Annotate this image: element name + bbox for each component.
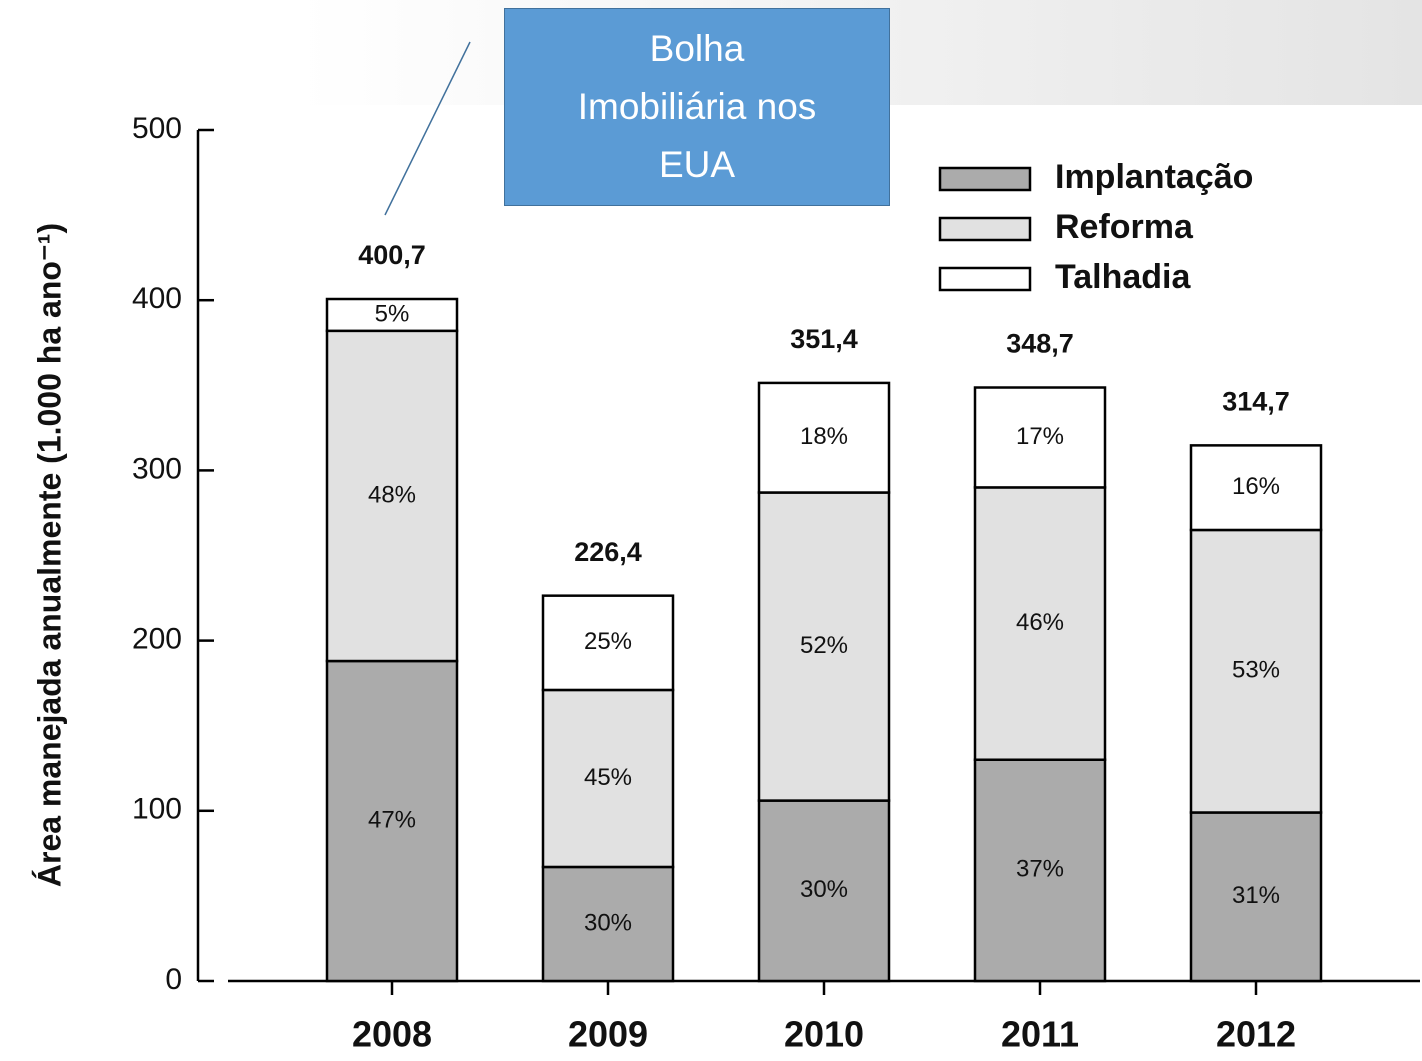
share-label: 5% — [375, 300, 410, 327]
bar-segment — [541, 865, 675, 983]
annotation-line — [384, 41, 471, 216]
bar-segment — [325, 659, 459, 983]
legend-label: Talhadia — [1055, 258, 1191, 296]
share-label: 46% — [1016, 609, 1064, 636]
legend-label: Reforma — [1055, 208, 1194, 246]
y-tick-label: 500 — [132, 112, 182, 145]
bar-segment — [973, 386, 1107, 489]
bar-segment — [757, 381, 891, 494]
total-label: 351,4 — [790, 324, 858, 354]
share-label: 47% — [368, 806, 416, 833]
annotation: Bolha Imobiliária nos EUA — [504, 8, 890, 206]
bar-segment — [541, 688, 675, 869]
legend-swatch — [938, 166, 1032, 192]
legend-swatch — [938, 266, 1032, 292]
total-label: 314,7 — [1222, 387, 1290, 417]
x-tick-label: 2012 — [1216, 1014, 1296, 1055]
bar-segment — [325, 297, 459, 333]
share-label: 31% — [1232, 882, 1280, 909]
x-tick-label: 2008 — [352, 1014, 432, 1055]
legend-label: Implantação — [1055, 158, 1253, 196]
share-label: 16% — [1232, 473, 1280, 500]
x-tick-label: 2010 — [784, 1014, 864, 1055]
y-axis-label: Área manejada anualmente (1.000 ha ano⁻¹… — [31, 223, 67, 887]
bar-segment — [1189, 444, 1323, 532]
share-label: 30% — [584, 909, 632, 936]
legend-swatch — [938, 216, 1032, 242]
share-label: 48% — [368, 481, 416, 508]
total-label: 400,7 — [358, 240, 426, 270]
x-tick-label: 2009 — [568, 1014, 648, 1055]
share-label: 25% — [584, 628, 632, 655]
share-label: 53% — [1232, 657, 1280, 684]
bar-segment — [1189, 528, 1323, 814]
share-label: 45% — [584, 764, 632, 791]
x-tick-label: 2011 — [1001, 1014, 1079, 1055]
y-tick-label: 300 — [132, 452, 182, 485]
share-label: 30% — [800, 876, 848, 903]
y-tick-label: 100 — [132, 793, 182, 826]
share-label: 52% — [800, 632, 848, 659]
bar-segment — [973, 758, 1107, 983]
y-tick-label: 400 — [132, 282, 182, 315]
share-label: 17% — [1016, 423, 1064, 450]
total-label: 226,4 — [574, 537, 642, 567]
bar-segment — [541, 594, 675, 692]
y-tick-label: 200 — [132, 623, 182, 656]
y-tick-label: 0 — [165, 963, 182, 996]
bar-segment — [757, 491, 891, 802]
share-label: 37% — [1016, 856, 1064, 883]
total-label: 348,7 — [1006, 329, 1074, 359]
bar-segment — [757, 799, 891, 983]
share-label: 18% — [800, 423, 848, 450]
bar-segment — [1189, 811, 1323, 983]
